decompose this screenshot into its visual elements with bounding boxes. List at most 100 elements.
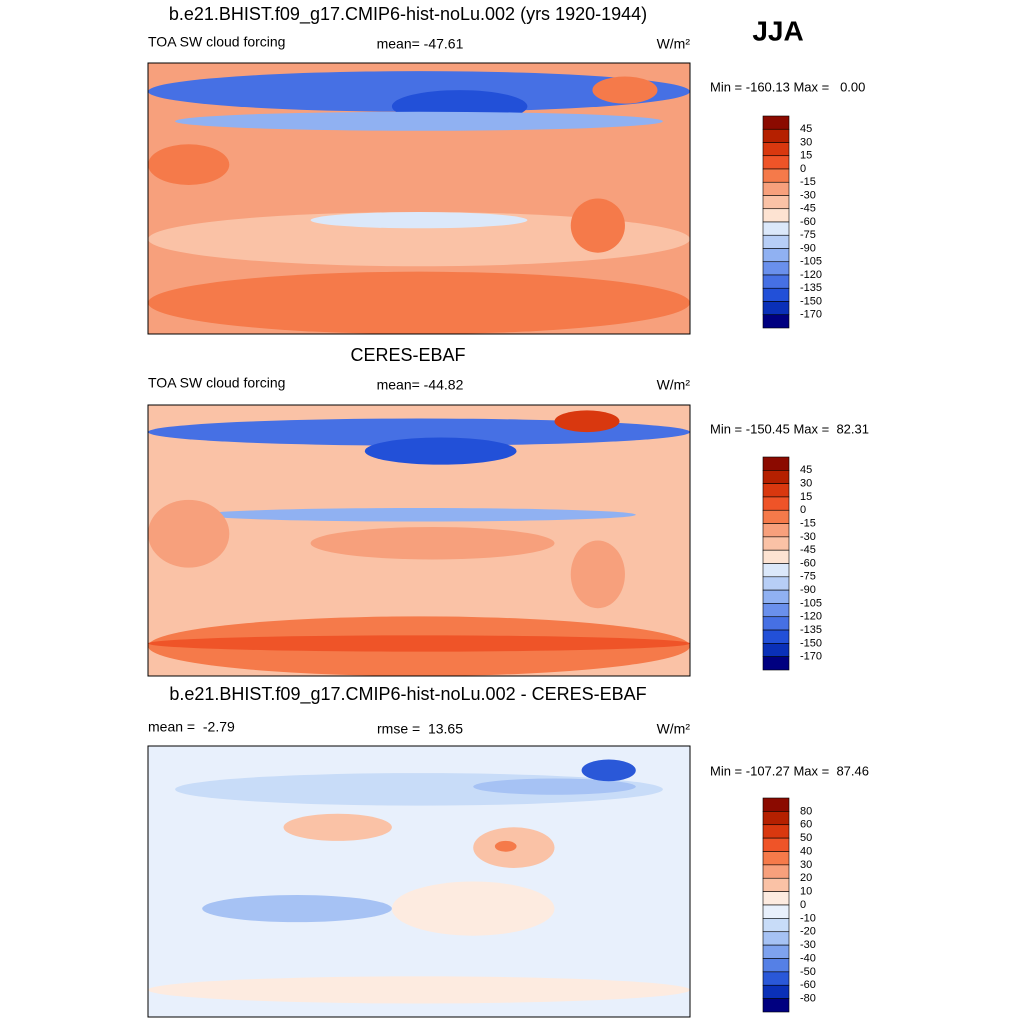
- left-string: TOA SW cloud forcing: [148, 34, 285, 50]
- colorbar-box: [762, 301, 790, 316]
- min-max: Min = -160.13 Max = 0.00: [710, 79, 865, 94]
- colorbar-box: [762, 656, 790, 671]
- map-contour: [494, 840, 517, 852]
- map-contour: [148, 144, 230, 185]
- colorbar-box: [762, 918, 790, 933]
- colorbar-label: -40: [800, 952, 816, 964]
- colorbar-box: [762, 314, 790, 329]
- map-contour: [148, 499, 230, 568]
- colorbar-label: -60: [800, 979, 816, 991]
- map-contour: [581, 759, 636, 782]
- panel-title: CERES-EBAF: [350, 345, 465, 365]
- map-contour: [148, 212, 690, 267]
- colorbar-box: [762, 523, 790, 538]
- colorbar-label: -60: [800, 216, 816, 228]
- map-contour: [570, 540, 625, 609]
- map-contour: [310, 212, 528, 229]
- colorbar-label: 10: [800, 886, 812, 898]
- colorbar-box: [762, 208, 790, 223]
- season-label: JJA: [752, 15, 803, 46]
- colorbar-label: -75: [800, 229, 816, 241]
- colorbar-box: [762, 797, 790, 812]
- map-contour: [148, 271, 690, 334]
- colorbar-label: 30: [800, 478, 812, 490]
- colorbar-label: -105: [800, 256, 822, 268]
- map-frame: [147, 745, 691, 1018]
- colorbar-box: [762, 261, 790, 276]
- colorbar-box: [762, 904, 790, 919]
- colorbar-label: 80: [800, 805, 812, 817]
- colorbar-box: [762, 483, 790, 498]
- map-frame: [147, 62, 691, 335]
- colorbar-label: -20: [800, 926, 816, 938]
- colorbar-label: -135: [800, 282, 822, 294]
- map-contour: [364, 437, 517, 465]
- colorbar-box: [762, 998, 790, 1013]
- colorbar-label: -135: [800, 624, 822, 636]
- colorbar-box: [762, 944, 790, 959]
- colorbar-box: [762, 274, 790, 289]
- colorbar-box: [762, 549, 790, 564]
- colorbar-box: [762, 603, 790, 618]
- units: W/m²: [657, 721, 691, 737]
- map-contour: [570, 198, 625, 253]
- colorbar-box: [762, 824, 790, 839]
- colorbar-box: [762, 629, 790, 644]
- map-contour: [592, 76, 658, 104]
- map-contour: [175, 111, 663, 131]
- colorbar-label: -90: [800, 242, 816, 254]
- colorbar-box: [762, 155, 790, 170]
- colorbar-box: [762, 287, 790, 302]
- colorbar-box: [762, 142, 790, 157]
- colorbar-label: -170: [800, 651, 822, 663]
- colorbar-label: -75: [800, 571, 816, 583]
- colorbar-label: -50: [800, 966, 816, 978]
- colorbar-label: -60: [800, 557, 816, 569]
- map-contour: [148, 71, 690, 112]
- colorbar-box: [762, 864, 790, 879]
- colorbar-box: [762, 181, 790, 196]
- map-contour: [554, 410, 620, 433]
- colorbar-label: 40: [800, 845, 812, 857]
- map-contour: [473, 778, 636, 795]
- colorbar-label: -15: [800, 517, 816, 529]
- colorbar-label: -45: [800, 203, 816, 215]
- colorbar-label: 0: [800, 504, 806, 516]
- colorbar-label: -170: [800, 309, 822, 321]
- colorbar-box: [762, 234, 790, 249]
- colorbar-box: [762, 958, 790, 973]
- colorbar-label: 15: [800, 150, 812, 162]
- colorbar-box: [762, 877, 790, 892]
- colorbar-label: -30: [800, 189, 816, 201]
- colorbar-label: -120: [800, 611, 822, 623]
- colorbar-box: [762, 496, 790, 511]
- panel-title: b.e21.BHIST.f09_g17.CMIP6-hist-noLu.002 …: [169, 4, 647, 25]
- min-max: Min = -150.45 Max = 82.31: [710, 421, 869, 436]
- colorbar-label: -120: [800, 269, 822, 281]
- map-contour: [391, 881, 555, 936]
- left-string: mean = -2.79: [148, 719, 235, 735]
- colorbar-box: [762, 248, 790, 263]
- center-string: mean= -47.61: [377, 36, 464, 52]
- colorbar-box: [762, 128, 790, 143]
- colorbar-label: 30: [800, 136, 812, 148]
- colorbar-label: -10: [800, 912, 816, 924]
- colorbar-label: 20: [800, 872, 812, 884]
- colorbar-box: [762, 891, 790, 906]
- colorbar-box: [762, 195, 790, 210]
- map-contour: [202, 507, 636, 522]
- map-contour: [148, 418, 690, 446]
- colorbar-box: [762, 509, 790, 524]
- colorbar-box: [762, 456, 790, 471]
- map-contour: [148, 976, 690, 1004]
- map-contour: [310, 526, 555, 560]
- colorbar-box: [762, 971, 790, 986]
- colorbar-label: 0: [800, 163, 806, 175]
- colorbar-box: [762, 589, 790, 604]
- colorbar-label: -105: [800, 597, 822, 609]
- colorbar-label: -90: [800, 584, 816, 596]
- colorbar-label: -45: [800, 544, 816, 556]
- colorbar-box: [762, 115, 790, 130]
- units: W/m²: [657, 377, 691, 393]
